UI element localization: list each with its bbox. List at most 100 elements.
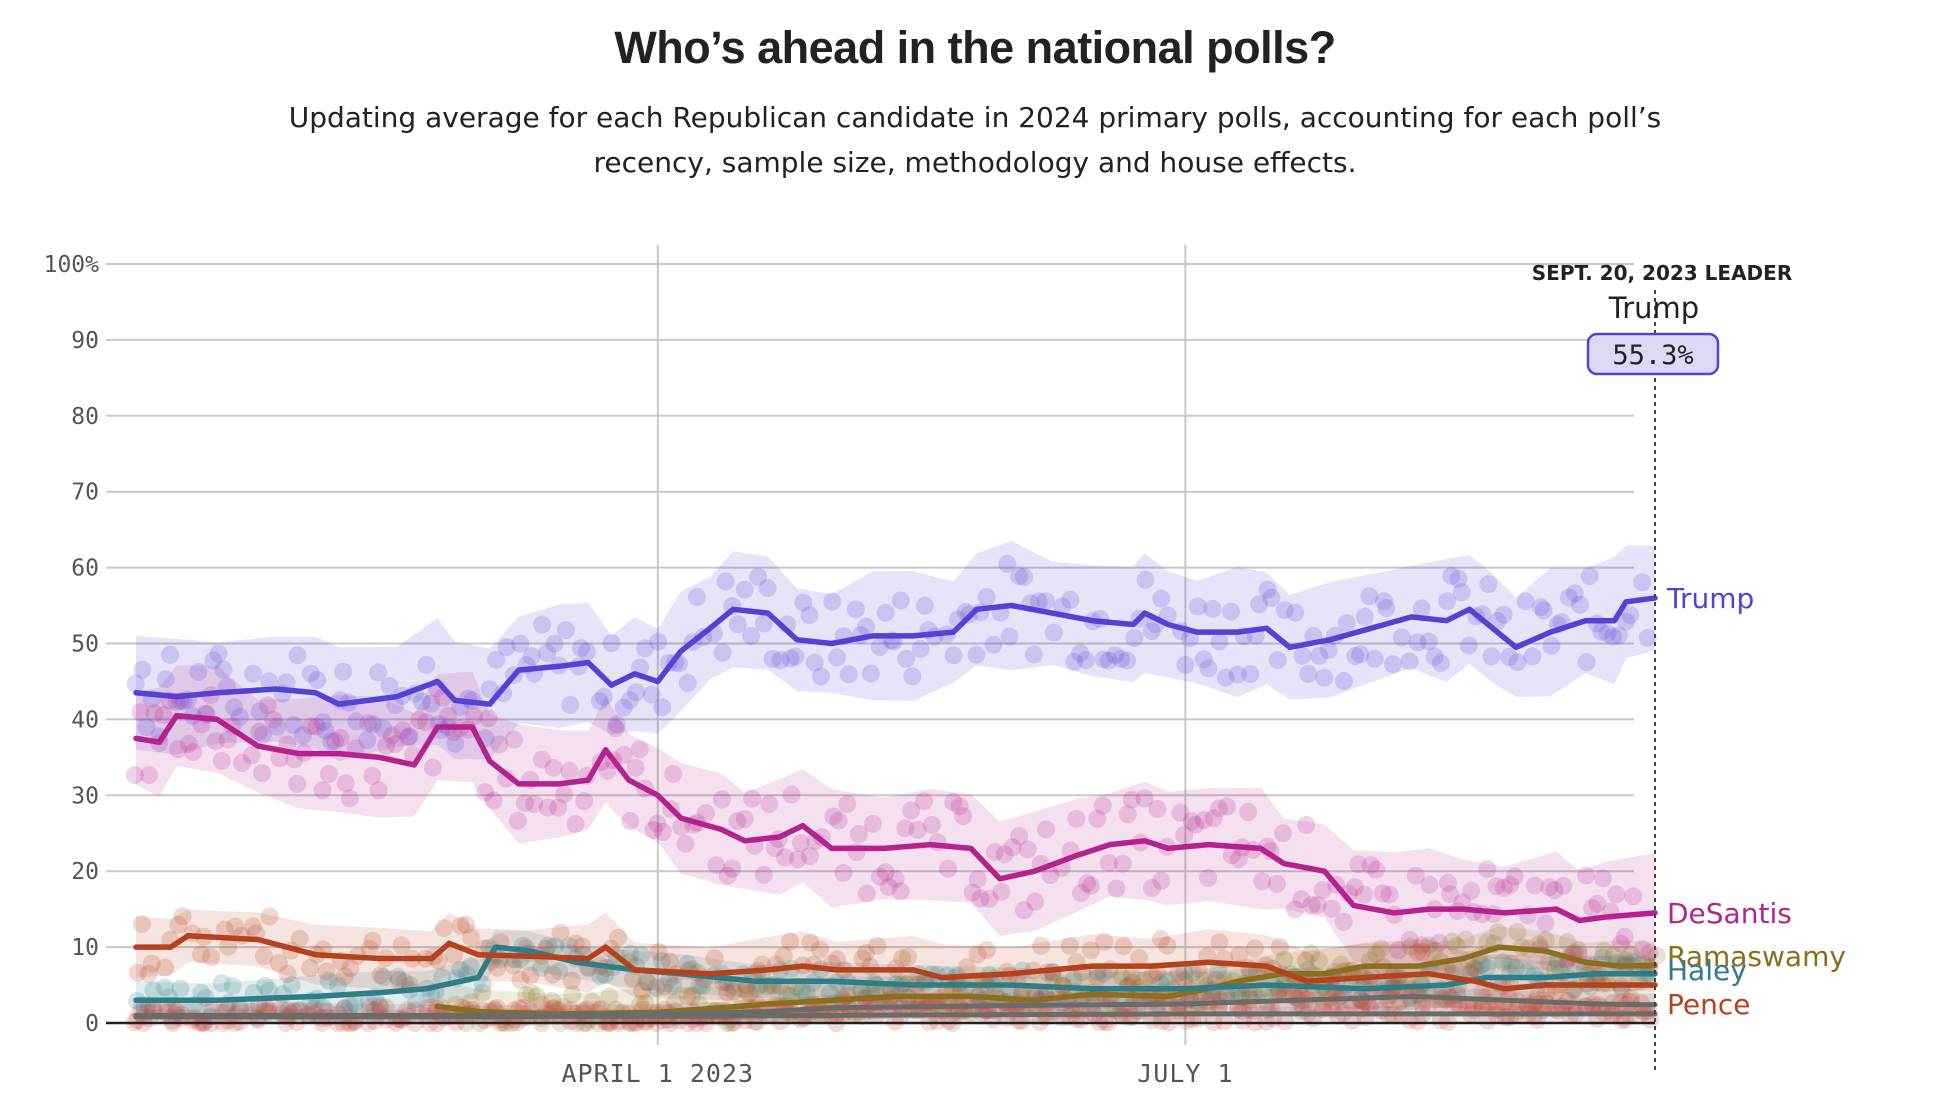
poll-dot-trump <box>1136 570 1155 589</box>
poll-dot-pence <box>445 945 464 964</box>
poll-dot-desantis <box>1308 896 1327 915</box>
poll-dot-trump <box>374 719 393 738</box>
poll-dot-haley <box>778 986 797 1005</box>
poll-dot-desantis <box>253 764 272 782</box>
poll-dot-ramaswamy <box>1621 945 1640 964</box>
poll-dot-desantis <box>1113 854 1132 873</box>
poll-dot-trump <box>977 588 996 606</box>
poll-dot-desantis <box>417 713 435 732</box>
poll-dot-haley <box>647 978 666 997</box>
poll-dot-ramaswamy <box>1309 951 1328 970</box>
poll-dot-haley <box>1468 960 1487 979</box>
poll-dot-trump <box>412 692 431 711</box>
poll-dot-desantis <box>179 734 198 753</box>
poll-dot-pence <box>290 929 309 948</box>
y-tick-label: 70 <box>71 480 99 506</box>
poll-dot-trump <box>846 600 865 619</box>
poll-dot-desantis <box>1611 934 1630 953</box>
poll-dot-trump <box>1275 601 1294 620</box>
poll-dot-desantis <box>566 815 585 834</box>
poll-dot-desantis <box>1588 894 1607 913</box>
poll-dot-haley <box>155 978 174 997</box>
poll-dot-haley <box>693 977 712 996</box>
poll-dot-pence <box>856 944 875 962</box>
poll-dot-trump <box>561 696 580 714</box>
poll-dot-desantis <box>980 889 999 908</box>
poll-dot-desantis <box>1003 838 1022 857</box>
poll-dot-haley <box>282 976 301 994</box>
poll-dot-desantis <box>302 717 320 736</box>
poll-dot-trump <box>209 644 228 663</box>
poll-dot-other-candidates-2 <box>1419 997 1438 1016</box>
poll-dot-trump <box>572 639 590 658</box>
poll-dot-pence <box>1270 938 1289 957</box>
poll-dot-haley <box>1064 970 1083 989</box>
poll-dot-desantis <box>879 877 898 896</box>
poll-dot-desantis <box>1607 885 1626 904</box>
poll-dot-trump <box>533 615 552 634</box>
poll-dot-trump <box>1392 628 1411 647</box>
poll-dot-desantis <box>555 785 574 804</box>
poll-dot-haley <box>546 937 564 956</box>
poll-dot-desantis <box>992 882 1011 901</box>
poll-dot-other-candidates-2 <box>1276 1012 1295 1031</box>
poll-dot-desantis <box>484 791 503 810</box>
poll-dot-desantis <box>386 735 405 754</box>
poll-dot-ramaswamy <box>1489 923 1508 942</box>
poll-dot-trump <box>897 649 916 668</box>
poll-dot-trump <box>308 670 327 689</box>
poll-dot-pence <box>1101 960 1119 979</box>
poll-dot-trump <box>556 621 575 640</box>
poll-dot-desantis <box>1199 868 1218 887</box>
poll-dot-desantis <box>1222 846 1241 865</box>
poll-dot-trump <box>1542 636 1561 655</box>
poll-dot-trump <box>781 649 800 668</box>
poll-dot-desantis <box>908 820 927 839</box>
poll-dot-other-candidates <box>532 995 551 1014</box>
poll-dot-trump <box>635 639 654 658</box>
poll-dot-trump <box>334 662 353 681</box>
chart-title: Who’s ahead in the national polls? <box>614 22 1336 73</box>
poll-dot-trump <box>1299 665 1318 683</box>
poll-dot-desantis <box>1420 875 1439 894</box>
poll-dot-trump <box>1293 646 1312 665</box>
poll-dot-desantis <box>423 758 442 777</box>
poll-dot-desantis <box>829 811 848 830</box>
poll-dot-desantis <box>1540 878 1559 897</box>
poll-dot-pence <box>740 984 759 1003</box>
poll-dot-haley <box>341 996 360 1015</box>
poll-dot-trump <box>911 639 930 658</box>
poll-dot-trump <box>230 707 249 726</box>
poll-dot-desantis <box>1501 875 1520 894</box>
poll-dot-trump <box>915 596 934 615</box>
poll-dot-ramaswamy <box>1536 931 1555 950</box>
poll-dot-trump <box>268 717 287 736</box>
poll-dot-trump <box>800 606 819 625</box>
poll-dot-pence <box>1158 936 1177 955</box>
poll-dot-desantis <box>1577 866 1595 885</box>
poll-dot-trump <box>716 572 735 591</box>
poll-dot-trump <box>1194 650 1213 669</box>
poll-dot-desantis <box>1430 933 1449 952</box>
poll-dot-desantis <box>939 859 958 878</box>
poll-dot-pence <box>1245 939 1264 958</box>
poll-dot-haley <box>539 936 558 955</box>
poll-dot-haley <box>374 967 393 986</box>
poll-dot-trump <box>812 667 830 686</box>
poll-dot-desantis <box>1349 855 1368 874</box>
poll-dot-trump <box>1152 589 1171 608</box>
poll-dot-trump <box>1523 647 1542 666</box>
poll-dot-desantis <box>359 714 378 733</box>
poll-dot-ramaswamy <box>461 993 480 1012</box>
poll-dot-desantis <box>525 795 544 813</box>
poll-dot-desantis <box>707 856 726 875</box>
poll-dot-desantis <box>340 789 359 808</box>
poll-dot-desantis <box>886 869 905 888</box>
poll-dot-pence <box>132 915 151 933</box>
poll-dot-pence <box>853 949 872 968</box>
poll-dot-trump <box>1360 587 1379 606</box>
poll-dot-pence <box>142 954 161 973</box>
poll-dot-desantis <box>963 883 982 902</box>
poll-dot-trump <box>1118 651 1137 670</box>
poll-dot-pence <box>654 977 673 996</box>
